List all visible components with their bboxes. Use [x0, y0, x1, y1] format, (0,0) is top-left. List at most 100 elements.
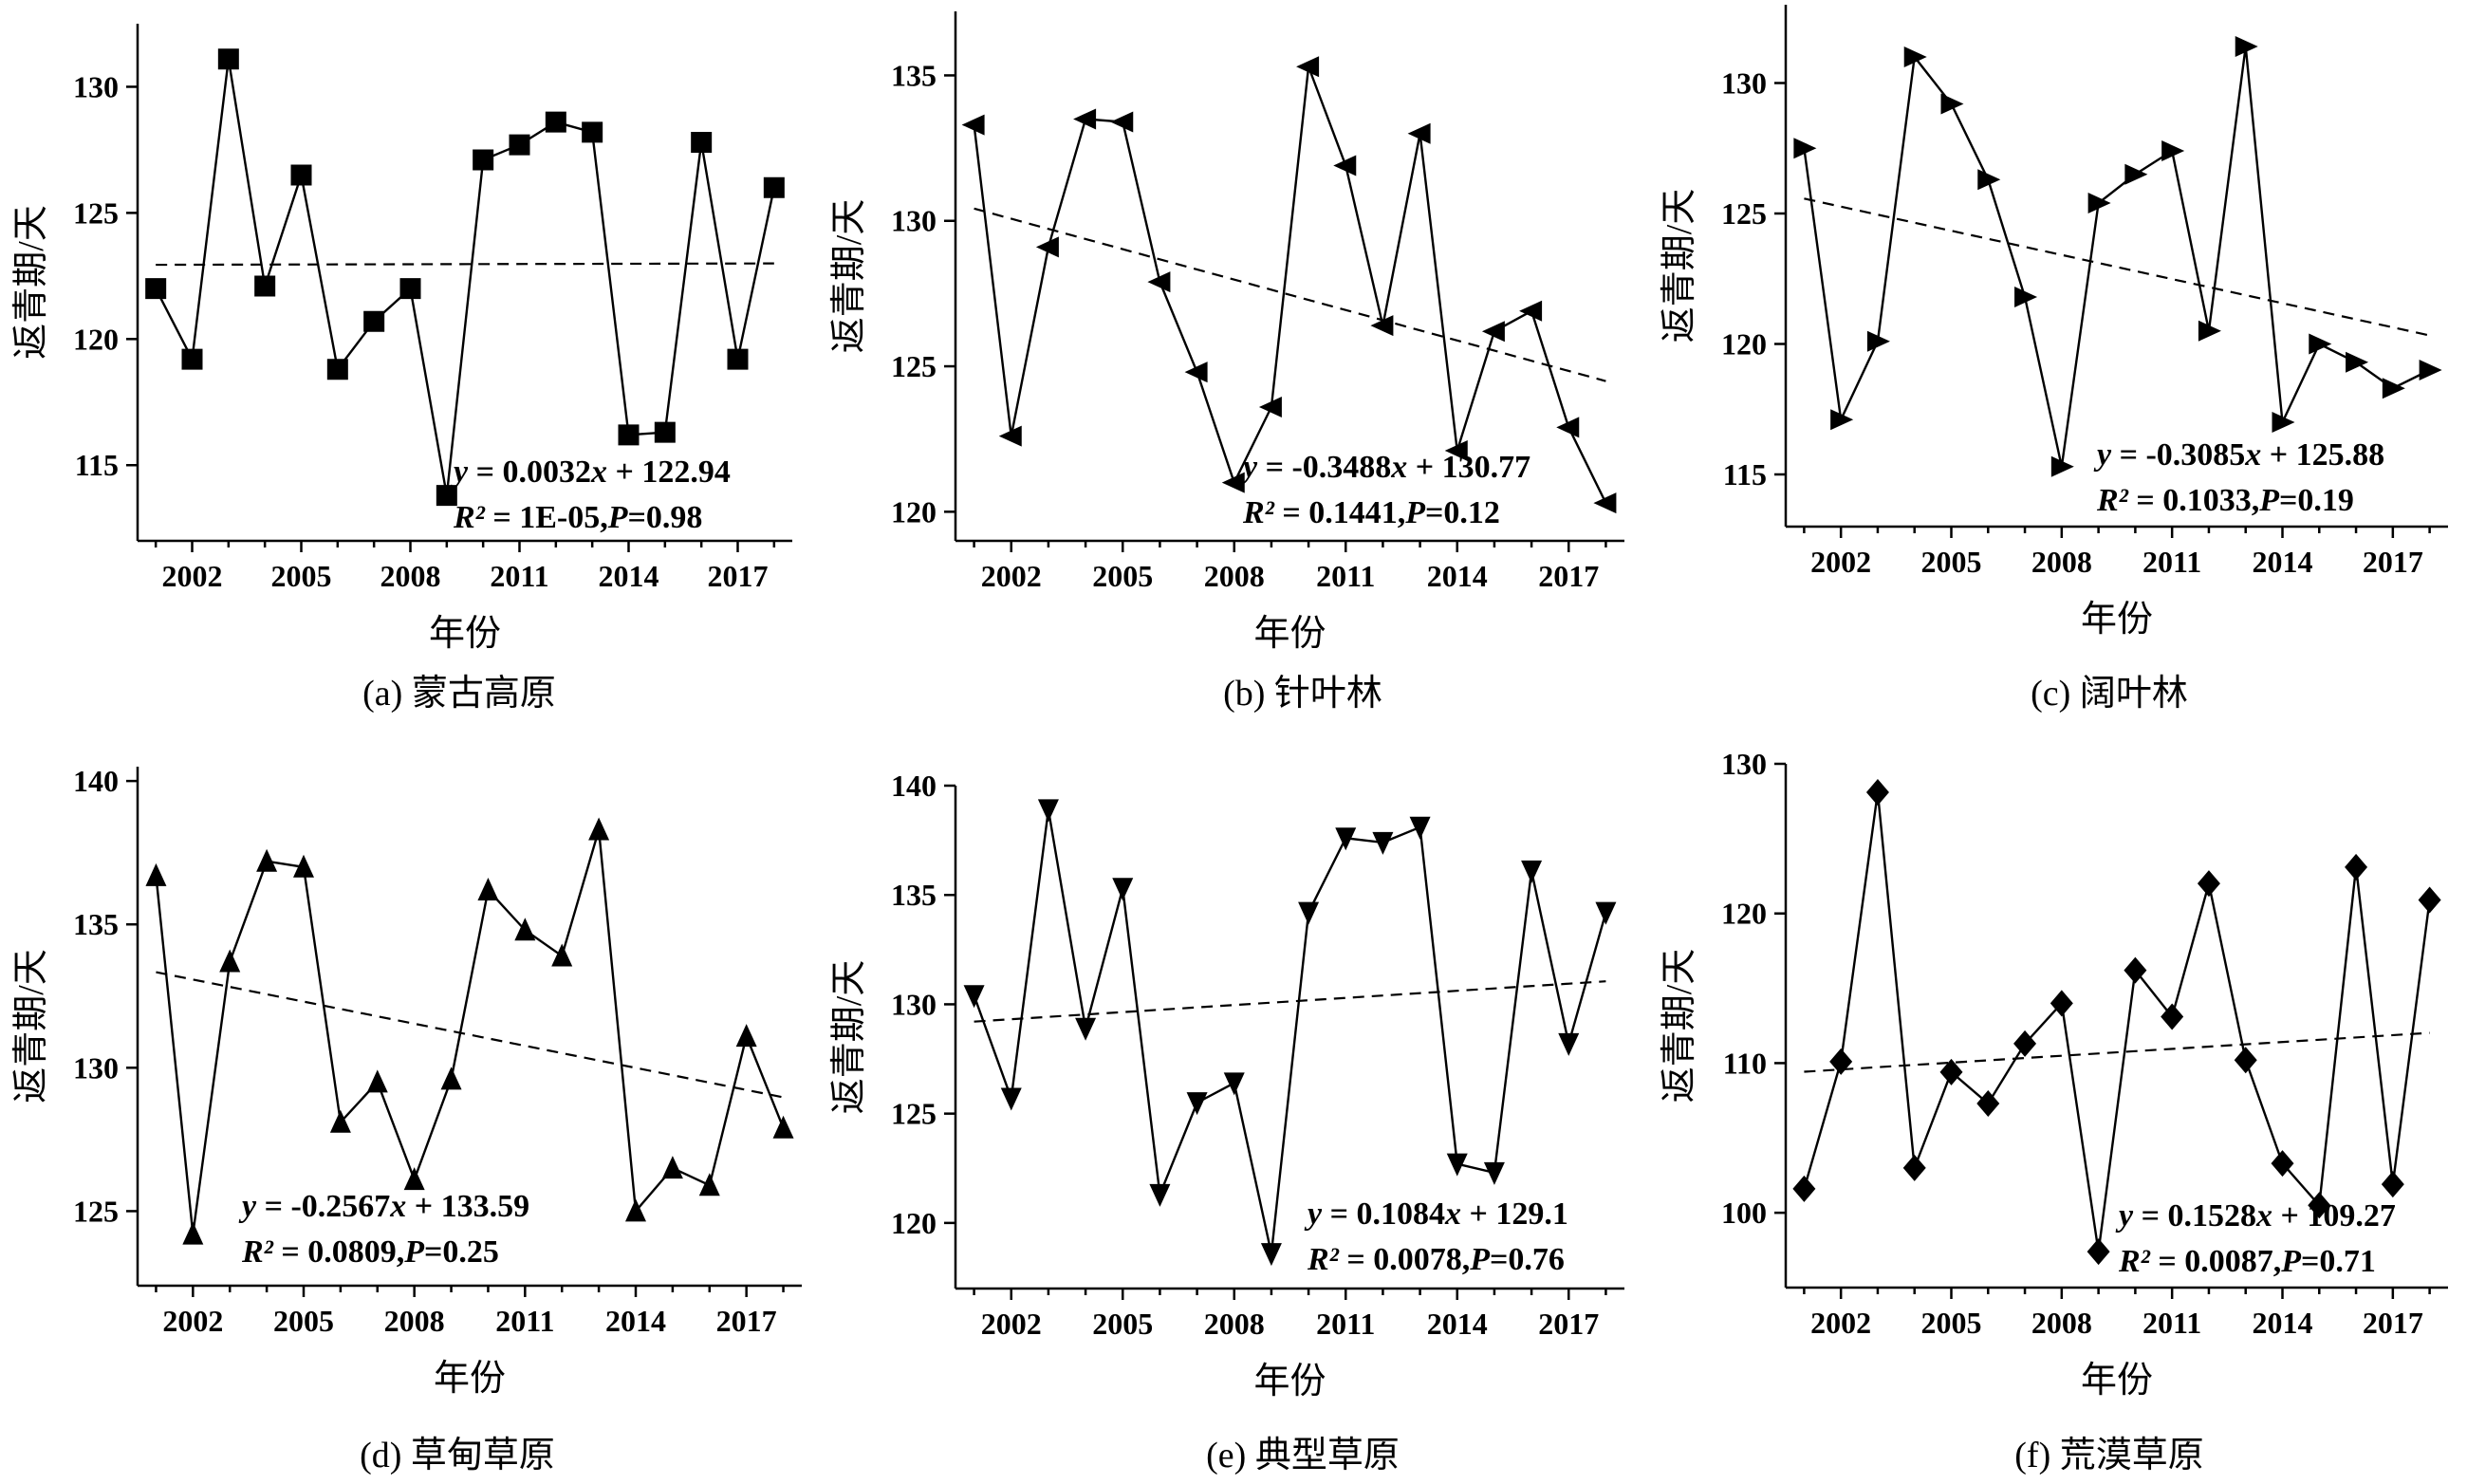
data-point: [1296, 56, 1320, 78]
data-point: [2124, 163, 2148, 185]
data-point: [2272, 412, 2295, 433]
y-tick-label: 125: [891, 1097, 937, 1131]
y-tick-label: 120: [891, 494, 937, 529]
data-point: [1298, 901, 1320, 925]
y-tick-label: 100: [1721, 1196, 1767, 1230]
data-point: [436, 485, 457, 507]
data-point: [2419, 360, 2442, 380]
x-axis-title: 年份: [2081, 1361, 2153, 1401]
x-tick-label: 2002: [1810, 545, 1871, 579]
data-point: [963, 985, 985, 1009]
x-tick-label: 2011: [2142, 1306, 2201, 1340]
x-tick-label: 2008: [384, 1304, 445, 1338]
data-point: [326, 359, 348, 380]
chart-panel-6: 100 110 120 130 2002 2005 2008 2011 2014 2017 年份 返青…: [1660, 747, 2448, 1475]
data-point: [2309, 333, 2332, 355]
regression-equation: y = 0.1528x + 109.27: [2115, 1198, 2396, 1234]
data-point: [2346, 351, 2369, 373]
data-point: [182, 1221, 204, 1245]
data-point: [181, 348, 203, 370]
x-tick-label: 2008: [2031, 545, 2092, 579]
x-tick-label: 2014: [1427, 559, 1488, 593]
data-point: [2124, 956, 2147, 984]
data-point: [1595, 901, 1617, 925]
data-point: [1258, 396, 1282, 417]
y-tick-label: 130: [891, 204, 937, 238]
data-point: [2382, 378, 2405, 399]
data-point: [1110, 111, 1134, 133]
y-axis-title: 返青期/天: [829, 960, 869, 1115]
data-point: [1865, 778, 1889, 806]
x-tick-label: 2017: [708, 559, 769, 593]
data-point: [1147, 271, 1171, 293]
chart-panel-5: 120 125 130 135 140 2002 2005 2008 2011 2014 2017 年…: [829, 769, 1624, 1475]
regression-equation: y = 0.1084x + 129.1: [1304, 1196, 1568, 1232]
regression-equation: y = -0.3488x + 130.77: [1239, 450, 1530, 485]
y-axis-title: 返青期/天: [829, 199, 869, 354]
trend-line: [156, 971, 784, 1099]
y-tick-label: 120: [1721, 327, 1767, 362]
trend-line: [156, 262, 774, 267]
data-point: [1370, 315, 1394, 337]
chart-panel-1: 115 120 125 130 2002 2005 2008 2011 2014 2017 年份 返青…: [11, 24, 792, 714]
data-point: [1073, 108, 1097, 130]
data-point: [2050, 455, 2074, 477]
panel-caption: (a) 蒙古高原: [362, 674, 556, 714]
data-point: [1221, 472, 1245, 493]
x-axis-title: 年份: [1253, 614, 1326, 654]
data-point: [1976, 1090, 2000, 1118]
panel-caption: (f) 荒漠草原: [2014, 1436, 2203, 1475]
y-tick-label: 130: [891, 987, 937, 1021]
regression-equation: y = -0.2567x + 133.59: [238, 1189, 529, 1224]
y-axis-title: 返青期/天: [11, 205, 51, 360]
y-tick-label: 115: [75, 448, 119, 482]
data-point: [1372, 831, 1394, 855]
x-tick-label: 2002: [1810, 1306, 1871, 1340]
x-tick-label: 2008: [2031, 1306, 2092, 1340]
data-point: [1149, 1183, 1171, 1207]
data-point: [399, 278, 421, 300]
y-tick-label: 140: [891, 769, 937, 803]
data-point: [363, 310, 385, 332]
x-tick-label: 2008: [380, 559, 441, 593]
x-tick-label: 2005: [273, 1304, 334, 1338]
regression-equation: y = 0.0032x + 122.94: [450, 454, 731, 490]
data-point: [727, 348, 749, 370]
y-tick-label: 135: [73, 907, 119, 941]
data-point: [654, 421, 676, 443]
y-axis-title: 返青期/天: [11, 949, 51, 1104]
y-axis-title: 返青期/天: [1660, 949, 1699, 1104]
data-point: [1793, 138, 1817, 159]
series-line: [155, 59, 776, 496]
x-tick-label: 2011: [495, 1304, 554, 1338]
chart-panel-3: 115 120 125 130 2002 2005 2008 2011 2014 2017 年份 返青…: [1660, 5, 2448, 714]
regression-equation: y = -0.3085x + 125.88: [2093, 437, 2384, 473]
series-line: [155, 829, 785, 1234]
data-point: [290, 164, 312, 186]
data-point: [1558, 1032, 1580, 1056]
x-tick-label: 2008: [1204, 559, 1265, 593]
series-line: [1803, 791, 2431, 1252]
x-tick-label: 2014: [599, 559, 659, 593]
y-tick-label: 125: [891, 349, 937, 383]
data-point: [2197, 870, 2220, 898]
data-point: [2161, 140, 2185, 161]
data-point: [2087, 1238, 2110, 1266]
data-point: [1940, 93, 1964, 115]
data-point: [1902, 1154, 1926, 1181]
x-tick-label: 2014: [1427, 1307, 1488, 1341]
data-point: [1407, 122, 1431, 144]
data-point: [1037, 799, 1059, 823]
data-point: [1409, 816, 1431, 840]
data-point: [1035, 236, 1059, 258]
data-point: [588, 817, 610, 841]
data-point: [1481, 321, 1505, 343]
x-tick-label: 2017: [2363, 1306, 2423, 1340]
data-point: [1112, 878, 1134, 901]
series-line: [973, 809, 1607, 1254]
y-tick-label: 130: [1721, 66, 1767, 101]
data-point: [219, 949, 241, 973]
data-point: [1792, 1175, 1816, 1202]
y-tick-label: 135: [891, 58, 937, 92]
